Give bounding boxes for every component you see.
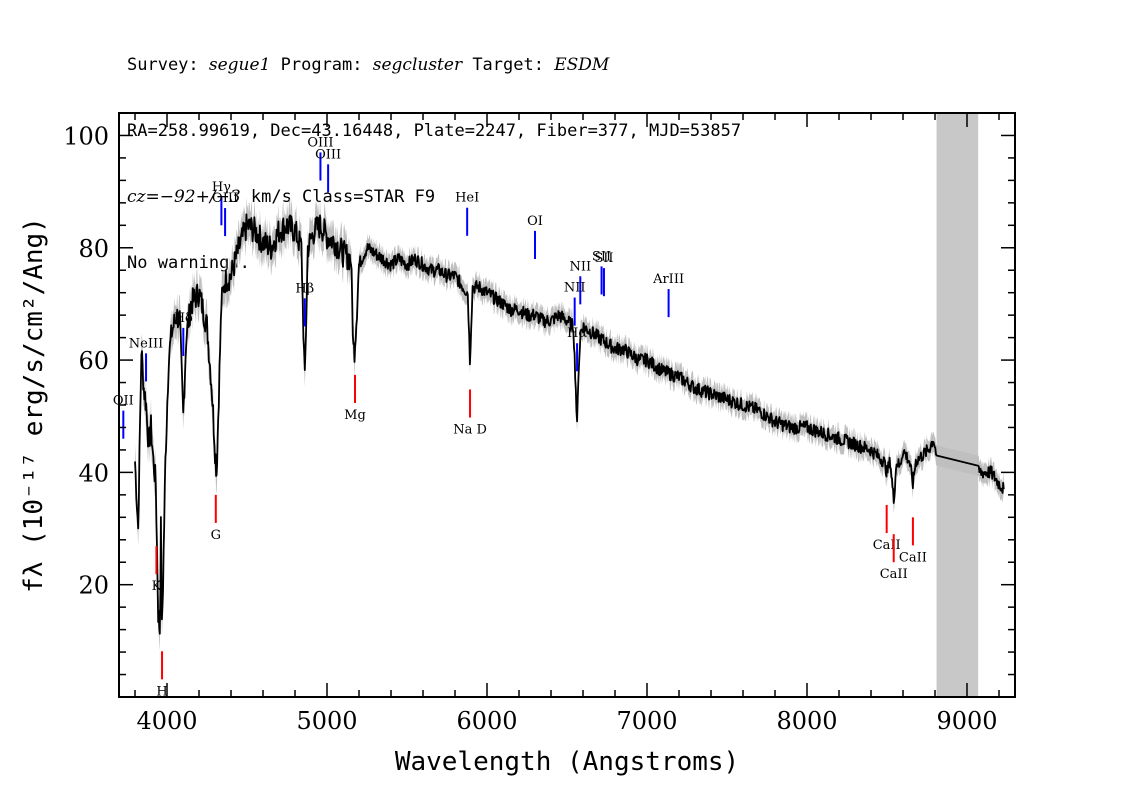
- emission-line-label: SII: [594, 251, 613, 266]
- x-tick-label: 4000: [136, 707, 197, 735]
- axis-ticks-layer: 4000 5000 6000 7000 8000 9000 20 40 60 80 100: [63, 112, 1015, 735]
- spectrum-header: Survey: segue1 Program: segcluster Targe…: [127, 10, 741, 296]
- flux-line: [134, 213, 1005, 635]
- program-value: segcluster: [372, 55, 463, 75]
- x-axis-label: Wavelength (Angstroms): [395, 747, 739, 777]
- x-tick-label: 7000: [616, 707, 677, 735]
- program-key: Program:: [270, 55, 373, 75]
- absorption-line-label: CaII: [899, 550, 927, 565]
- emission-line-label: Hα: [567, 326, 587, 341]
- absorption-line-label: Mg: [344, 408, 366, 423]
- absorption-line-label: Na D: [453, 423, 487, 438]
- spectral-lines-layer: OIINeIIIHδHγOIIIHβOIIIOIIIHeIOINIIHαNIIS…: [113, 135, 927, 699]
- redshift-value: cz=−92+/−3: [127, 187, 241, 207]
- x-tick-label: 6000: [456, 707, 517, 735]
- header-line-survey: Survey: segue1 Program: segcluster Targe…: [127, 54, 741, 76]
- x-tick-label: 9000: [936, 707, 997, 735]
- emission-line-label: ArIII: [652, 272, 684, 287]
- header-line-warnings: No warnings.: [127, 253, 250, 273]
- survey-value: segue1: [208, 55, 271, 75]
- class-text: km/s Class=STAR F9: [240, 187, 436, 207]
- header-line-coords: RA=258.99619, Dec=43.16448, Plate=2247, …: [127, 121, 742, 141]
- y-tick-label: 40: [78, 459, 109, 487]
- emission-line-label: NII: [564, 281, 586, 296]
- emission-line-label: OIII: [212, 191, 238, 206]
- y-tick-label: 20: [78, 572, 109, 600]
- header-line-redshift: cz=−92+/−3 km/s Class=STAR F9: [127, 186, 741, 208]
- absorption-line-label: K: [152, 579, 162, 594]
- plot-frame: [118, 112, 1016, 698]
- emission-line-label: NII: [569, 259, 591, 274]
- x-tick-label: 8000: [776, 707, 837, 735]
- x-tick-label: 5000: [296, 707, 357, 735]
- emission-line-label: SII: [592, 249, 611, 264]
- emission-line-label: OIII: [307, 135, 333, 150]
- emission-line-label: NeIII: [129, 336, 163, 351]
- emission-line-label: OI: [527, 214, 543, 229]
- emission-line-label: Hδ: [174, 311, 193, 326]
- emission-line-label: OII: [113, 394, 134, 409]
- emission-line-label: OIII: [315, 147, 341, 162]
- y-tick-label: 80: [78, 235, 109, 263]
- flux-line-layer: [134, 213, 1005, 635]
- emission-line-label: HeI: [455, 191, 479, 206]
- y-tick-label: 100: [63, 122, 109, 150]
- absorption-line-label: G: [211, 528, 221, 543]
- masked-region-layer: [936, 113, 979, 697]
- absorption-line-label: CaII: [880, 567, 908, 582]
- emission-line-label: Hγ: [212, 180, 231, 195]
- y-axis-label: fλ (10⁻¹⁷ erg/s/cm²/Ang): [19, 217, 49, 593]
- y-tick-label: 60: [78, 347, 109, 375]
- absorption-line-label: CaII: [873, 538, 901, 553]
- target-value: ESDM: [554, 55, 610, 75]
- survey-key: Survey:: [127, 55, 209, 75]
- masked-region: [936, 113, 979, 697]
- emission-line-label: Hβ: [295, 281, 314, 296]
- absorption-line-label: H: [156, 684, 167, 699]
- target-key: Target:: [462, 55, 555, 75]
